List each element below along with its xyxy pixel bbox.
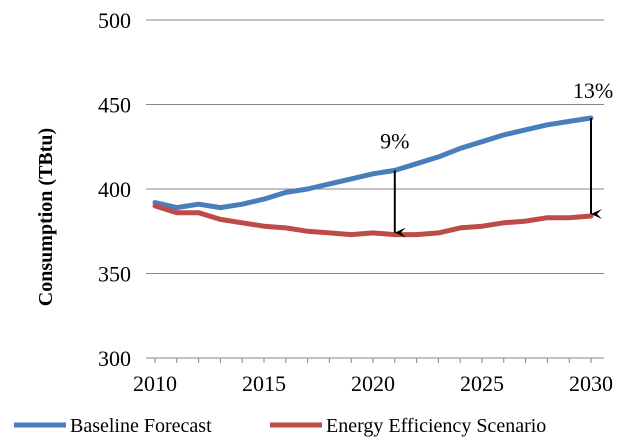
legend-label: Energy Efficiency Scenario <box>326 415 546 437</box>
y-tick-label: 350 <box>98 262 131 287</box>
legend-label: Baseline Forecast <box>70 415 212 437</box>
legend: Baseline Forecast Energy Efficiency Scena… <box>14 415 546 437</box>
x-tick-label: 2025 <box>460 371 504 396</box>
series-line-baseline <box>152 115 594 211</box>
x-axis-ticks <box>154 358 592 363</box>
x-tick-label: 2020 <box>351 371 395 396</box>
annotations: 9% 13% <box>380 78 613 238</box>
x-axis-tick-labels: 2010 2015 2020 2025 2030 <box>133 371 613 396</box>
y-axis-label: Consumption (TBtu) <box>35 128 57 306</box>
x-tick-label: 2015 <box>242 371 286 396</box>
x-tick-label: 2030 <box>569 371 613 396</box>
series-line-efficiency <box>152 203 594 238</box>
data-series <box>152 115 594 238</box>
y-tick-label: 300 <box>98 346 131 371</box>
y-tick-label: 400 <box>98 177 131 202</box>
annotation-label: 9% <box>380 128 409 153</box>
gridlines <box>146 19 604 274</box>
y-tick-label: 500 <box>98 8 131 33</box>
y-axis-tick-labels: 300 350 400 450 500 <box>98 8 131 371</box>
x-tick-label: 2010 <box>133 371 177 396</box>
y-tick-label: 450 <box>98 93 131 118</box>
annotation-label: 13% <box>573 78 613 103</box>
